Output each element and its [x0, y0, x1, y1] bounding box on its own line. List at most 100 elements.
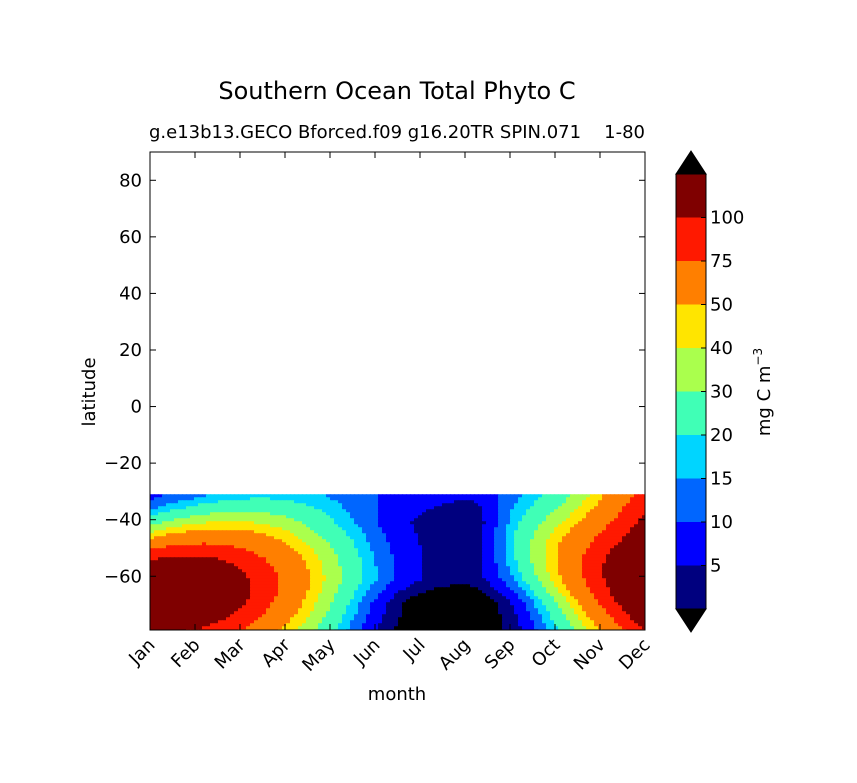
contour-cell — [386, 581, 391, 585]
contour-cell — [498, 545, 503, 549]
contour-cell — [430, 533, 435, 537]
contour-cell — [182, 536, 187, 540]
contour-cell — [226, 560, 231, 564]
contour-cell — [494, 596, 499, 600]
contour-cell — [598, 602, 603, 606]
contour-cell — [246, 593, 251, 597]
contour-cell — [334, 605, 339, 609]
contour-cell — [186, 602, 191, 606]
contour-cell — [514, 521, 519, 525]
contour-cell — [222, 521, 227, 525]
contour-cell — [506, 554, 511, 558]
contour-cell — [226, 593, 231, 597]
contour-cell — [342, 515, 347, 519]
contour-cell — [318, 593, 323, 597]
contour-cell — [314, 599, 319, 603]
contour-cell — [354, 530, 359, 534]
contour-cell — [158, 584, 163, 588]
contour-cell — [322, 494, 327, 498]
contour-cell — [222, 605, 227, 609]
contour-cell — [354, 536, 359, 540]
contour-cell — [526, 545, 531, 549]
contour-cell — [506, 518, 511, 522]
contour-cell — [238, 605, 243, 609]
contour-cell — [574, 494, 579, 498]
contour-cell — [226, 551, 231, 555]
contour-cell — [510, 581, 515, 585]
contour-cell — [526, 509, 531, 513]
contour-cell — [230, 551, 235, 555]
contour-cell — [330, 512, 335, 516]
contour-cell — [162, 530, 167, 534]
contour-cell — [222, 545, 227, 549]
contour-cell — [322, 596, 327, 600]
contour-cell — [178, 545, 183, 549]
contour-cell — [410, 560, 415, 564]
contour-cell — [470, 539, 475, 543]
contour-cell — [210, 605, 215, 609]
contour-cell — [334, 530, 339, 534]
contour-cell — [250, 500, 255, 504]
contour-cell — [358, 521, 363, 525]
contour-cell — [426, 602, 431, 606]
contour-cell — [494, 593, 499, 597]
contour-cell — [558, 530, 563, 534]
contour-cell — [634, 590, 639, 594]
contour-cell — [474, 548, 479, 552]
contour-cell — [390, 512, 395, 516]
contour-cell — [514, 590, 519, 594]
contour-cell — [326, 527, 331, 531]
contour-cell — [566, 572, 571, 576]
contour-cell — [574, 566, 579, 570]
contour-cell — [438, 593, 443, 597]
contour-cell — [186, 572, 191, 576]
contour-cell — [182, 563, 187, 567]
contour-cell — [306, 530, 311, 534]
contour-cell — [458, 500, 463, 504]
contour-cell — [354, 521, 359, 525]
contour-cell — [498, 551, 503, 555]
contour-cell — [638, 593, 643, 597]
contour-cell — [194, 518, 199, 522]
contour-cell — [286, 518, 291, 522]
contour-cell — [482, 575, 487, 579]
contour-cell — [230, 563, 235, 567]
contour-cell — [386, 611, 391, 615]
contour-cell — [598, 497, 603, 501]
contour-cell — [422, 560, 427, 564]
contour-cell — [322, 599, 327, 603]
contour-cell — [498, 512, 503, 516]
contour-cell — [158, 614, 163, 618]
contour-cell — [430, 542, 435, 546]
contour-cell — [502, 584, 507, 588]
contour-cell — [310, 545, 315, 549]
contour-cell — [274, 563, 279, 567]
contour-cell — [198, 506, 203, 510]
contour-cell — [386, 500, 391, 504]
contour-cell — [178, 569, 183, 573]
contour-cell — [326, 566, 331, 570]
contour-cell — [378, 596, 383, 600]
contour-cell — [150, 581, 155, 585]
contour-cell — [286, 503, 291, 507]
contour-cell — [422, 500, 427, 504]
contour-cell — [302, 596, 307, 600]
contour-cell — [430, 503, 435, 507]
contour-cell — [378, 584, 383, 588]
contour-cell — [494, 557, 499, 561]
contour-cell — [258, 614, 263, 618]
contour-cell — [306, 566, 311, 570]
contour-cell — [234, 605, 239, 609]
contour-cell — [422, 602, 427, 606]
contour-cell — [150, 569, 155, 573]
contour-cell — [218, 596, 223, 600]
contour-cell — [310, 590, 315, 594]
contour-cell — [574, 572, 579, 576]
contour-cell — [630, 578, 635, 582]
contour-cell — [198, 563, 203, 567]
contour-cell — [234, 608, 239, 612]
contour-cell — [374, 548, 379, 552]
contour-cell — [530, 545, 535, 549]
contour-cell — [374, 557, 379, 561]
contour-cell — [154, 590, 159, 594]
